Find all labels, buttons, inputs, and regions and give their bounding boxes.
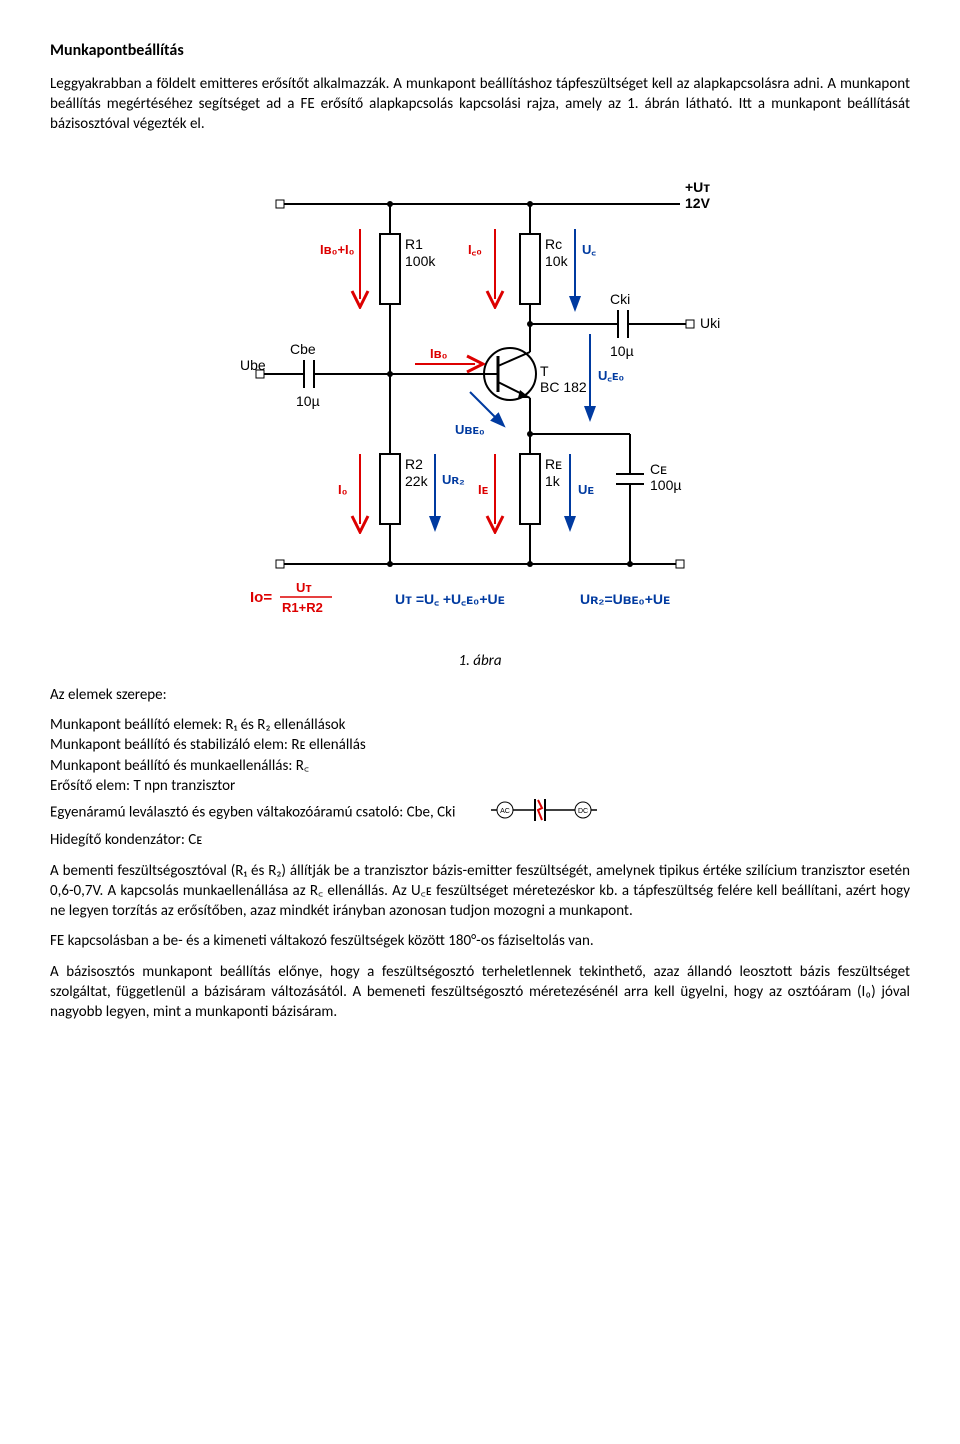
r2-value: 22k [405,473,429,489]
i-0: I₀ [338,482,348,497]
eq-io-num: Uᴛ [296,580,312,595]
ce-label: Cᴇ [650,461,667,477]
r2-label: R2 [405,456,423,472]
ce-value: 100µ [650,477,681,493]
figure-caption: 1. ábra [50,651,910,671]
page-title: Munkapontbeállítás [50,40,910,62]
dc-label: DC [578,808,588,815]
i-b0i0: Iʙ₀+I₀ [320,242,355,257]
cki-value: 10µ [610,343,634,359]
role-line-2: Munkapont beállító és stabilizáló elem: … [50,735,910,755]
re-value: 1k [545,473,561,489]
r1-label: R1 [405,236,423,252]
r1-value: 100k [405,253,436,269]
rc-label: Rc [545,236,562,252]
re-label: Rᴇ [545,456,562,472]
cbe-label: Cbe [290,341,316,357]
eq-ut: Uᴛ =U꜀ +U꜀ᴇ₀+Uᴇ [395,591,505,607]
i-c0: I꜀₀ [468,242,482,257]
role-line-1: Munkapont beállító elemek: R₁ és R₂ elle… [50,715,910,735]
t-value: BC 182 [540,379,587,395]
circuit-diagram: +Uᴛ 12V R1 100k Rc 10k T BC 182 R2 22k R… [50,154,910,640]
role-line-3: Munkapont beállító és munkaellenállás: R… [50,756,910,776]
u-c: U꜀ [582,242,596,257]
role-line-5: Egyenáramú leválasztó és egyben váltakoz… [50,796,910,830]
roles-heading: Az elemek szerepe: [50,685,910,705]
u-r2: Uʀ₂ [442,472,465,487]
supply-val: 12V [685,195,711,211]
eq-io-lhs: Io= [250,589,272,606]
paragraph-divider: A bementi feszültségosztóval (R₁ és R₂) … [50,861,910,922]
paragraph-advantage: A bázisosztós munkapont beállítás előnye… [50,962,910,1023]
paragraph-intro: Leggyakrabban a földelt emitteres erősít… [50,74,910,135]
eq-ur2: Uʀ₂=Uʙᴇ₀+Uᴇ [580,591,670,607]
role-line-5-text: Egyenáramú leválasztó és egyben váltakoz… [50,804,455,822]
paragraph-phase: FE kapcsolásban a be- és a kimeneti vált… [50,931,910,951]
cbe-value: 10µ [296,393,320,409]
role-line-6: Hidegítő kondenzátor: Cᴇ [50,830,910,850]
i-b0: Iʙ₀ [430,346,448,361]
i-e: Iᴇ [478,482,489,497]
uki-label: Uki [700,315,720,331]
cki-label: Cki [610,291,630,307]
role-line-4: Erősítő elem: T npn tranzisztor [50,776,910,796]
u-be0: Uʙᴇ₀ [455,422,485,437]
ube-label: Ube [240,357,266,373]
t-label: T [540,363,549,379]
rc-value: 10k [545,253,569,269]
u-ce0: U꜀ᴇ₀ [598,368,624,383]
supply-plus: +Uᴛ [685,179,710,195]
eq-io-den: R1+R2 [282,600,323,615]
ac-label: AC [500,808,510,815]
u-e: Uᴇ [578,482,594,497]
capacitor-acdc-icon: AC DC [489,796,599,830]
